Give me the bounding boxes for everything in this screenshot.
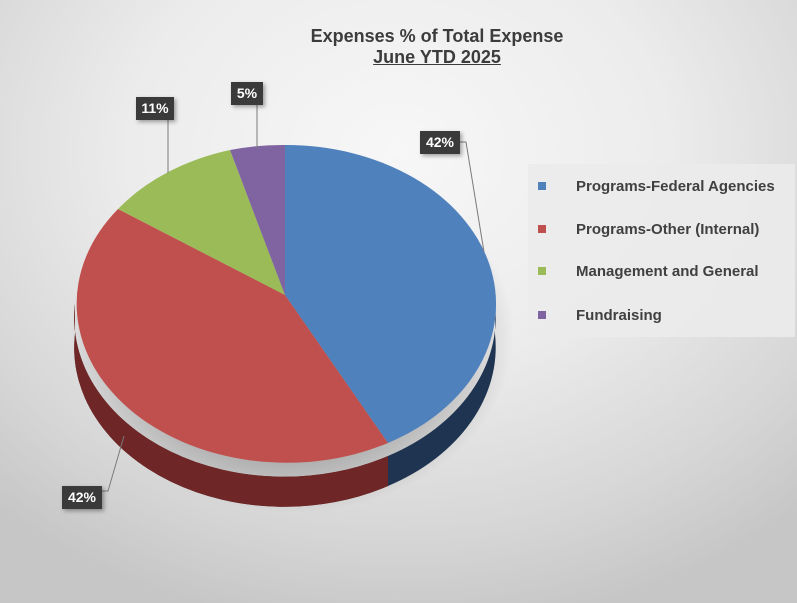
legend-swatch-icon [538,311,546,319]
slice-side-other-front [74,304,389,507]
leader-line-other [102,435,125,492]
data-label-federal: 42% [420,131,460,154]
slice-management[interactable] [118,150,285,295]
chart-title-line1: Expenses % of Total Expense [310,26,564,46]
leader-line-federal [460,141,485,253]
legend-label: Management and General [576,262,759,280]
legend-swatch-icon [538,182,546,190]
slice-side-federal [388,304,496,486]
chart-title: Expenses % of Total Expense June YTD 202… [0,26,797,68]
legend-item-fundraising[interactable]: Fundraising [538,305,662,325]
legend-item-federal[interactable]: Programs-Federal Agencies [538,176,775,196]
legend-label: Fundraising [576,306,662,324]
slice-other[interactable] [76,209,388,463]
legend-label: Programs-Federal Agencies [576,177,775,195]
slice-federal[interactable] [285,144,497,443]
chart-legend: Programs-Federal Agencies Programs-Other… [528,164,795,337]
legend-swatch-icon [538,225,546,233]
legend-item-other[interactable]: Programs-Other (Internal) [538,219,759,239]
data-label-management: 11% [136,97,174,120]
legend-label: Programs-Other (Internal) [576,220,760,238]
chart-subtitle: June YTD 2025 [373,47,501,67]
slice-fundraising[interactable] [230,144,285,295]
legend-item-management[interactable]: Management and General [538,261,759,281]
data-label-other: 42% [62,486,102,509]
legend-swatch-icon [538,267,546,275]
data-label-fundraising: 5% [231,82,263,105]
